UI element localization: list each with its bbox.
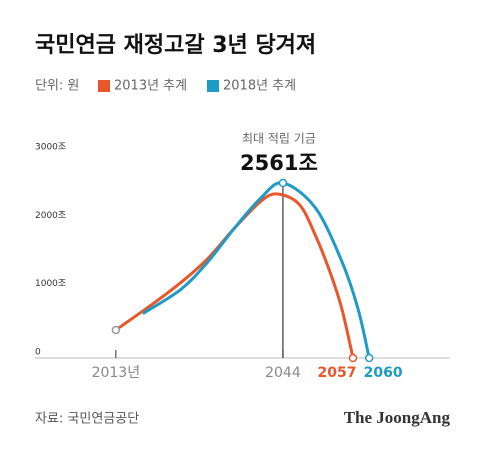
end-marker: [364, 353, 374, 363]
legend-swatch: [98, 80, 110, 92]
annotation-title: 최대 적립 기금: [242, 131, 316, 145]
series-line: [114, 192, 355, 359]
x-tick-label: 2013년: [92, 365, 141, 381]
y-tick-label: 3000조: [35, 143, 66, 153]
annotation-label: 2561조: [240, 151, 318, 175]
x-tick-label: 2044: [265, 365, 301, 381]
x-tick-label: 2060: [364, 365, 403, 381]
legend-label: 2018년 추계: [223, 79, 296, 94]
source: 자료: 국민연금공단: [35, 412, 139, 427]
series-line: [141, 181, 371, 359]
x-tick-label: 2057: [318, 365, 357, 381]
peak-marker: [278, 178, 288, 188]
logo: The JoongAng: [344, 408, 451, 427]
start-marker: [111, 325, 121, 335]
y-tick-label: 1000조: [35, 279, 66, 289]
legend-label: 2013년 추계: [114, 79, 187, 94]
unit-label: 단위: 원: [35, 79, 79, 94]
chart-title: 국민연금 재정고갈 3년 당겨져: [35, 33, 316, 58]
end-marker: [348, 353, 358, 363]
y-tick-label: 0: [35, 348, 41, 358]
legend-swatch: [207, 80, 219, 92]
y-tick-label: 2000조: [35, 211, 66, 221]
